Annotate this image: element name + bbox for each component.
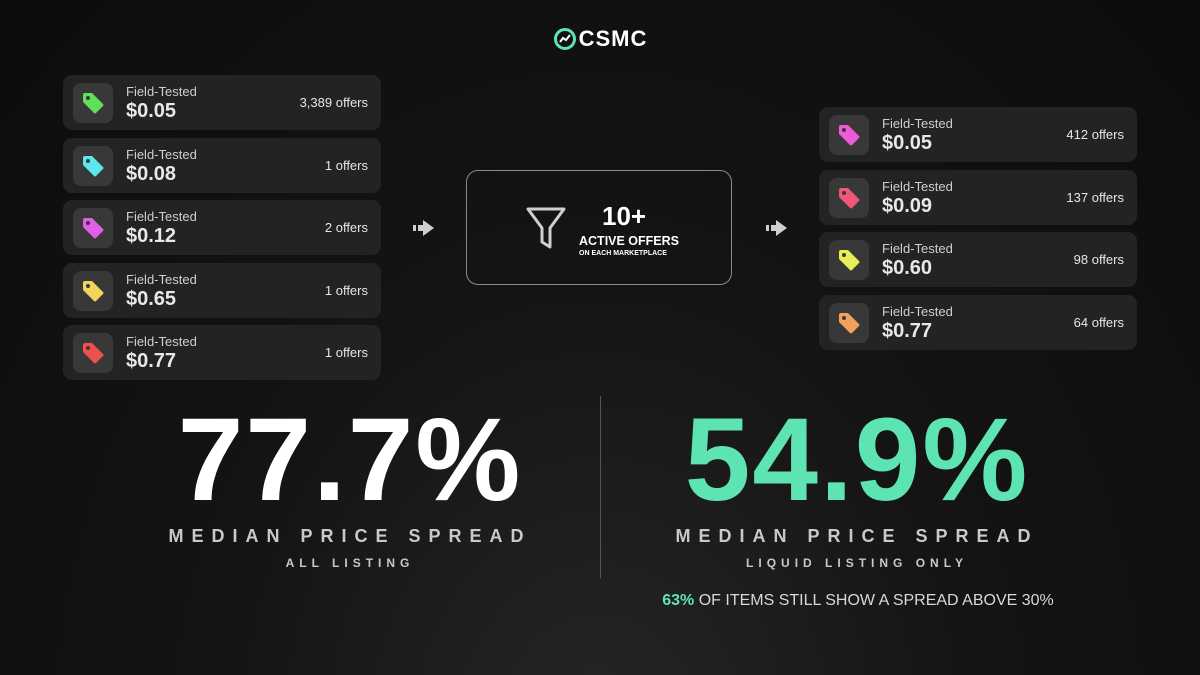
condition: Field-Tested [126, 271, 197, 287]
listing-card: Field-Tested $0.05 3,389 offers [63, 75, 381, 130]
condition: Field-Tested [882, 303, 953, 319]
offer-count: 1 offers [324, 157, 368, 173]
price: $0.09 [882, 194, 933, 217]
price: $0.77 [126, 350, 177, 372]
price: $0.12 [126, 225, 177, 247]
offer-count: 2 offers [324, 220, 368, 235]
condition: Field-Tested [126, 209, 197, 224]
logo: CSMC [0, 26, 1200, 52]
tag-icon [83, 343, 104, 364]
logo-text: CSMC [578, 26, 648, 51]
condition: Field-Tested [882, 116, 953, 131]
tag-icon [839, 250, 860, 271]
condition: Field-Tested [126, 84, 197, 99]
tag-tile [829, 177, 869, 218]
offer-count: 3,389 offers [299, 95, 368, 110]
tag-tile [73, 270, 113, 311]
stat-label: MEDIAN PRICE SPREAD [675, 526, 1039, 546]
price: $0.77 [882, 319, 933, 342]
price: $0.60 [882, 257, 933, 279]
price: $0.05 [126, 100, 177, 122]
stat-value: 54.9% [684, 394, 1030, 526]
footnote: 63% OF ITEMS STILL SHOW A SPREAD ABOVE 3… [580, 592, 1136, 610]
offer-count: 98 offers [1073, 252, 1124, 267]
tag-icon [83, 93, 104, 114]
listing-card: Field-Tested $0.60 98 offers [819, 232, 1137, 287]
offer-count: 137 offers [1066, 189, 1124, 205]
condition: Field-Tested [882, 178, 953, 194]
filter-icon [526, 207, 566, 249]
stat-sublabel: LIQUID LISTING ONLY [746, 556, 968, 570]
footnote-text: OF ITEMS STILL SHOW A SPREAD ABOVE 30% [698, 592, 1054, 609]
tag-icon [83, 155, 104, 176]
stat-value: 77.7% [177, 394, 523, 526]
offer-count: 412 offers [1066, 127, 1124, 142]
tag-tile [829, 115, 869, 155]
condition: Field-Tested [882, 241, 953, 256]
condition: Field-Tested [126, 334, 197, 349]
offer-count: 1 offers [324, 345, 368, 360]
listing-card: Field-Tested $0.09 137 offers [819, 169, 1137, 225]
stat-label: MEDIAN PRICE SPREAD [168, 526, 532, 546]
tag-tile [73, 83, 113, 123]
price: $0.08 [126, 162, 177, 185]
logo-icon [553, 28, 576, 50]
offer-count: 64 offers [1073, 314, 1124, 330]
listing-card: Field-Tested $0.12 2 offers [63, 200, 381, 255]
tag-icon [839, 187, 860, 208]
arrow [766, 220, 787, 236]
tag-tile [829, 240, 869, 280]
arrow [413, 220, 434, 236]
tag-icon [83, 280, 104, 301]
condition: Field-Tested [126, 146, 197, 162]
tag-tile [829, 302, 869, 343]
tag-icon [839, 125, 860, 146]
listing-card: Field-Tested $0.05 412 offers [819, 107, 1137, 162]
filter-sublabel: ON EACH MARKETPLACE [579, 250, 667, 257]
price: $0.05 [882, 132, 933, 154]
filter-box: 10+ ACTIVE OFFERS ON EACH MARKETPLACE [466, 170, 732, 285]
stat-sublabel: ALL LISTING [285, 556, 415, 570]
listing-card: Field-Tested $0.77 64 offers [819, 294, 1137, 350]
tag-icon [839, 312, 860, 333]
tag-tile [73, 208, 113, 248]
footnote-highlight: 63% [662, 592, 695, 609]
listing-card: Field-Tested $0.08 1 offers [63, 137, 381, 193]
price: $0.65 [126, 287, 177, 310]
listing-card: Field-Tested $0.77 1 offers [63, 325, 381, 380]
divider [600, 396, 601, 578]
tag-tile [73, 145, 113, 186]
offer-count: 1 offers [324, 282, 368, 298]
tag-icon [83, 218, 104, 239]
listing-card: Field-Tested $0.65 1 offers [63, 262, 381, 318]
tag-tile [73, 333, 113, 373]
filter-label: ACTIVE OFFERS [579, 234, 680, 248]
filter-count: 10+ [602, 201, 647, 231]
